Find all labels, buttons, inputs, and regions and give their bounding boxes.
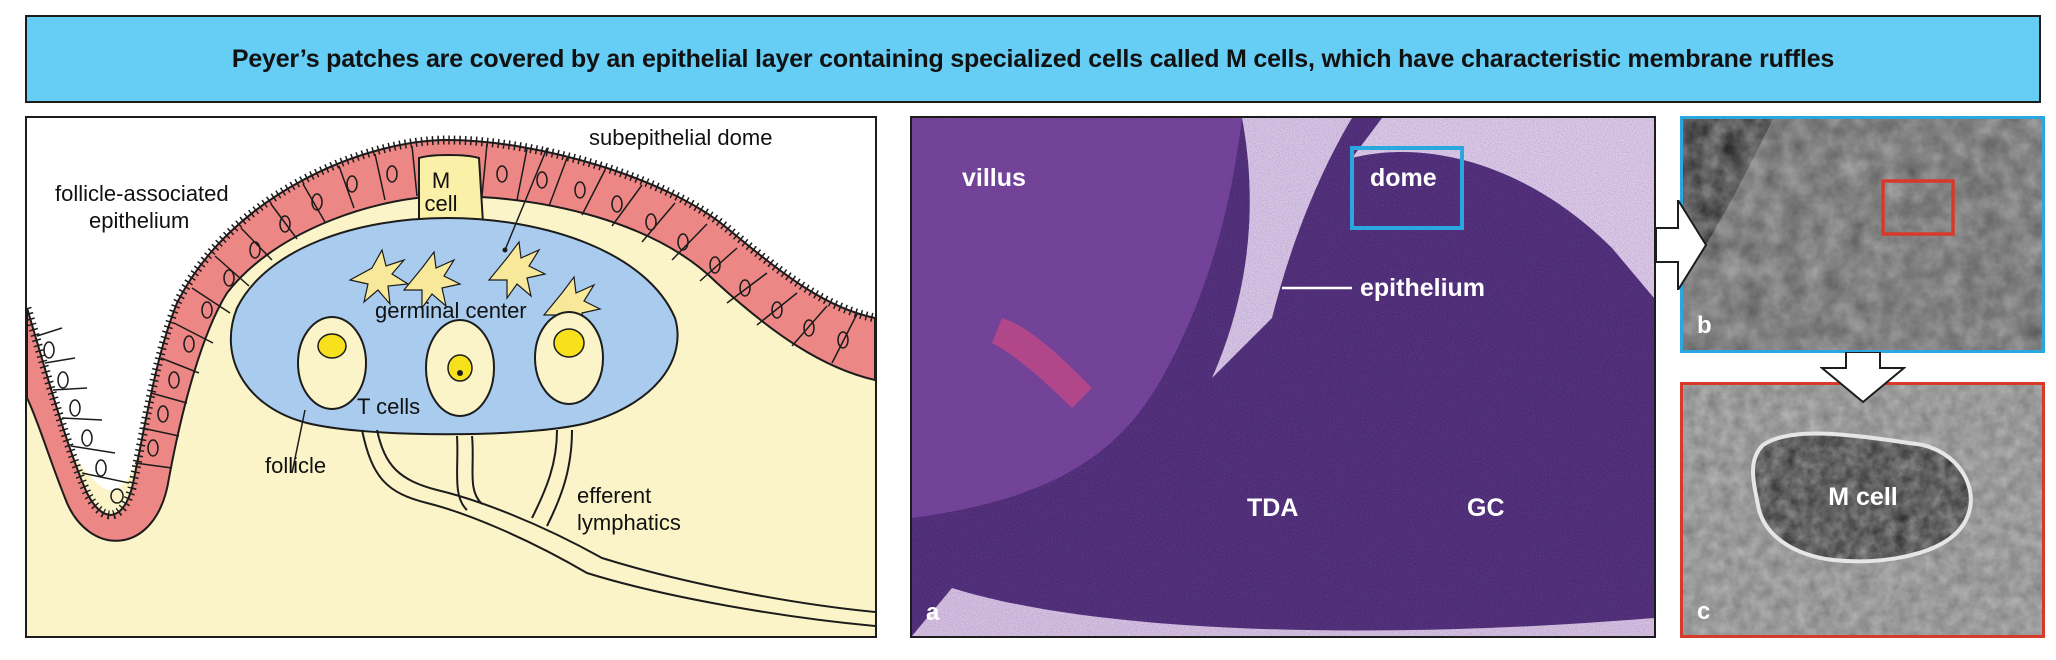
fae-label-line1: follicle-associated bbox=[55, 181, 229, 206]
efferent-lymphatics bbox=[361, 429, 875, 627]
m-cell-label-line2: cell bbox=[424, 191, 457, 216]
tda-label: TDA bbox=[1247, 494, 1298, 522]
epithelium-label: epithelium bbox=[1360, 274, 1485, 302]
follicle-label: follicle bbox=[265, 453, 326, 478]
panel-b-letter: b bbox=[1697, 312, 1712, 339]
m-cell-sem-label: M cell bbox=[1828, 483, 1897, 511]
efferent-label-line2: lymphatics bbox=[577, 510, 681, 535]
histology-micrograph: villus dome epithelium TDA GC a bbox=[910, 116, 1656, 638]
fae-label-line2: epithelium bbox=[89, 208, 189, 233]
panel-c-letter: c bbox=[1697, 598, 1710, 625]
arrow-down-icon bbox=[1820, 352, 1906, 404]
epithelial-cell-borders bbox=[36, 143, 858, 484]
micrograph-svg: villus dome epithelium TDA GC a bbox=[912, 118, 1654, 636]
efferent-label-line1: efferent bbox=[577, 483, 651, 508]
dendritic-cells bbox=[348, 240, 602, 335]
sem-c-svg: M cell c bbox=[1683, 385, 2042, 635]
gc-label: GC bbox=[1467, 494, 1505, 522]
epithelial-nuclei bbox=[43, 165, 849, 504]
germinal-center-label: germinal center bbox=[375, 298, 527, 323]
t-cells-label: T cells bbox=[357, 394, 420, 419]
arrow-right-icon bbox=[1656, 200, 1708, 290]
m-cell-highlight-box bbox=[1881, 179, 1955, 236]
sem-b-svg: b bbox=[1683, 119, 2042, 350]
dome-label: dome bbox=[1370, 164, 1437, 192]
figure-title: Peyer’s patches are covered by an epithe… bbox=[231, 44, 1835, 73]
peyers-patch-diagram: follicle-associated epithelium M cell su… bbox=[25, 116, 877, 638]
dome-leader bbox=[504, 147, 548, 251]
panel-a-letter: a bbox=[926, 599, 940, 626]
diagram-svg: follicle-associated epithelium M cell su… bbox=[27, 125, 875, 636]
follicles bbox=[297, 311, 604, 417]
sem-panel-c: M cell c bbox=[1680, 382, 2045, 638]
m-cell-label-line1: M bbox=[432, 168, 450, 193]
epithelium-band bbox=[27, 138, 875, 542]
follicle-leader bbox=[291, 409, 306, 474]
dome-highlight-box bbox=[1350, 146, 1464, 230]
title-banner: Peyer’s patches are covered by an epithe… bbox=[25, 15, 2041, 103]
sem-panel-b: b bbox=[1680, 116, 2045, 353]
subepithelial-dome-label: subepithelial dome bbox=[589, 125, 772, 150]
villus-label: villus bbox=[962, 164, 1026, 192]
